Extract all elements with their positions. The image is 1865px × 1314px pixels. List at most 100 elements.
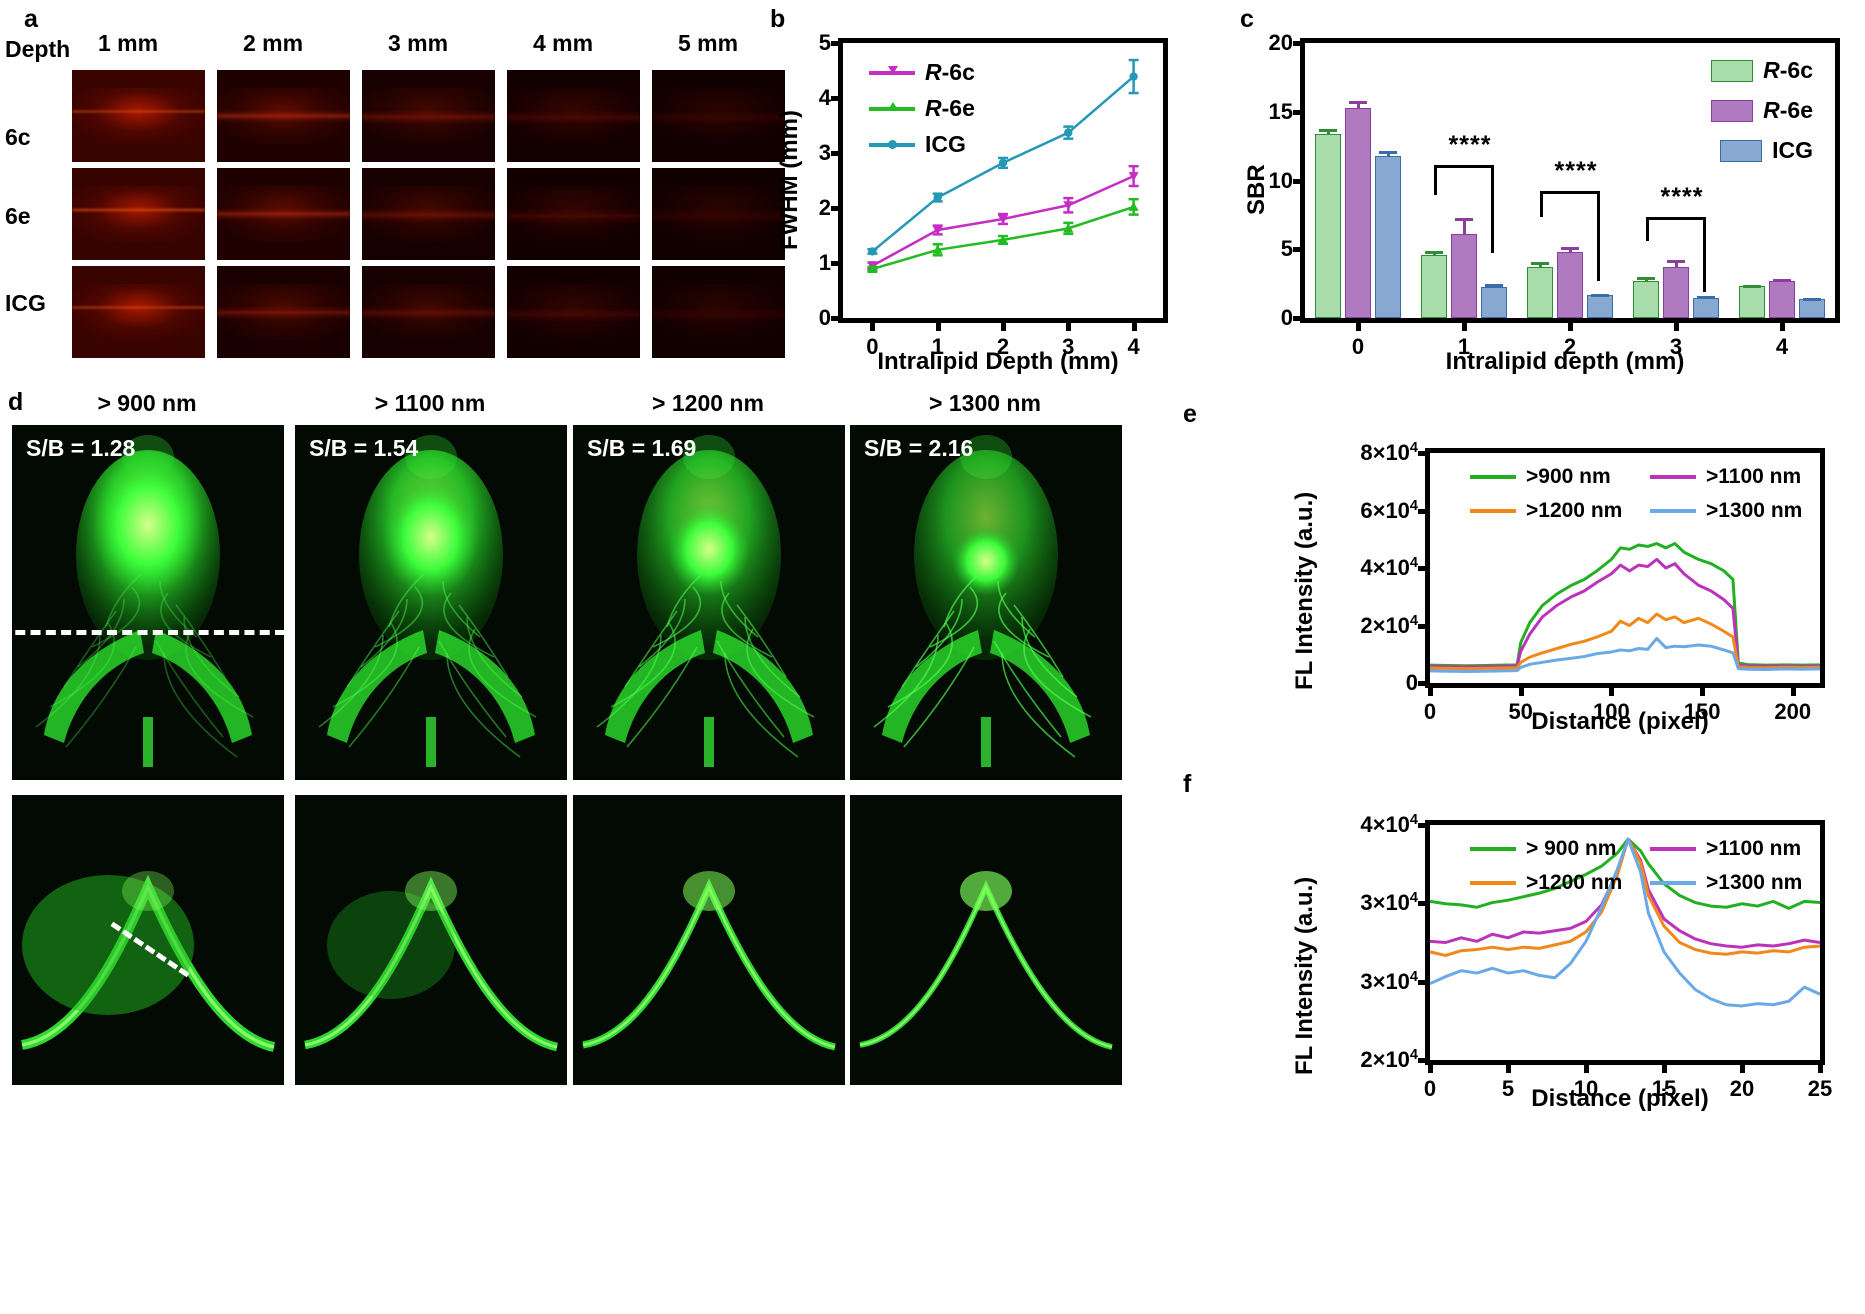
panel-f-legend-item: > 900 nm (1470, 837, 1616, 861)
panel-e-letter: e (1183, 400, 1197, 428)
x-tick-mark (935, 318, 941, 331)
panel-b-x-axis-label: Intralipid Depth (mm) (877, 348, 1119, 375)
significance-label: **** (1554, 157, 1598, 185)
panel-a-image (72, 168, 205, 260)
x-tick-mark (1506, 1060, 1511, 1073)
panel-e-legend-label: >1300 nm (1706, 499, 1803, 522)
streak-halo (362, 186, 495, 242)
table-row (1799, 299, 1825, 318)
streak-halo (507, 284, 640, 340)
error-bar (1462, 217, 1466, 235)
streak-halo (217, 186, 350, 242)
legend-line-R-6c (869, 65, 915, 75)
panel-e-y-axis-label: FL Intensity (a.u.) (1291, 491, 1318, 690)
sig-tick-right (1703, 217, 1706, 292)
error-cap (1531, 262, 1549, 266)
y-tick-mark (1293, 41, 1305, 46)
error-cap (1591, 293, 1609, 297)
x-tick-mark (1066, 318, 1072, 331)
panel-b-y-axis-label: FWHM (mm) (776, 110, 803, 250)
mouse-zoom-image (850, 795, 1122, 1085)
sig-tick-left (1646, 217, 1649, 241)
x-tick-label: 100 (1593, 699, 1630, 724)
panel-f-plot-area: 2×104 3×104 3×104 4×104 0 5 10 15 20 25 > 900 nm >1… (1360, 812, 1832, 1101)
panel-d-col-head-0: > 900 nm (97, 390, 197, 416)
x-tick-mark (1700, 683, 1706, 696)
streak-bg (652, 168, 785, 260)
y-tick-mark (831, 206, 843, 211)
y-tick-label: 20 (1268, 30, 1293, 55)
panel-a-image (652, 168, 785, 260)
table-row (1375, 155, 1401, 318)
mouse-zoom-image (12, 795, 284, 1085)
panel-a-col-head-4: 5 mm (677, 30, 739, 56)
y-tick-mark (1418, 566, 1430, 571)
x-tick-label: 15 (1651, 1076, 1677, 1101)
x-tick-label: 1 (1457, 334, 1471, 359)
panel-e-legend-item: >1200 nm (1470, 499, 1622, 523)
table-row (1315, 133, 1341, 318)
x-tick-label: 5 (1501, 1076, 1515, 1101)
panel-d-letter: d (8, 388, 24, 416)
panel-e-legend-label: >1100 nm (1706, 465, 1802, 488)
streak-halo (652, 88, 785, 144)
streak-halo (72, 186, 205, 242)
error-cap (1319, 128, 1337, 132)
panel-b-legend-item: ICG (869, 131, 966, 158)
x-tick-label: 10 (1573, 1076, 1599, 1101)
panel-b-legend-label: R-6c (925, 59, 975, 85)
sig-tick-left (1434, 165, 1437, 195)
panel-c: c SBR 0 5 10 15 20 0 1 2 3 4 **** **** **** R-6c R-6e I… (1165, 0, 1865, 375)
error-cap (1743, 284, 1761, 288)
y-tick-label: 8×104 (1360, 439, 1418, 466)
panel-e-legend-item: >1300 nm (1650, 499, 1802, 523)
panel-b-legend-item: R-6c (869, 59, 975, 86)
panel-e: e FL Intensity (a.u.) 0 2×104 4×104 6×104 8×… (1165, 390, 1865, 735)
table-row (1345, 107, 1371, 318)
panel-c-plot-area: 0 5 10 15 20 0 1 2 3 4 **** **** **** R-6c R-6e ICG (1269, 30, 1840, 359)
y-tick-mark (1418, 979, 1430, 985)
panel-f-series-layer (1430, 837, 1820, 1008)
mouse-image: S/B = 1.28 (0, 425, 285, 780)
panel-c-legend-item: R-6c (1711, 57, 1813, 84)
error-cap (1561, 247, 1579, 251)
table-row (1481, 287, 1507, 318)
streak-halo (507, 186, 640, 242)
panel-b-legend-item: R-6e (869, 95, 975, 122)
y-tick-mark (831, 41, 843, 46)
lymph-node-fluorescence (12, 795, 284, 1085)
error-cap (1379, 150, 1397, 154)
panel-e-plot-area: 0 2×104 4×104 6×104 8×104 0 50 100 150 200 >900 nm… (1360, 440, 1825, 724)
sb-ratio-label: S/B = 1.54 (309, 435, 419, 461)
panel-a-image (217, 168, 350, 260)
panel-f-legend-label: >1300 nm (1706, 871, 1803, 894)
y-tick-label: 5 (818, 30, 831, 55)
panel-e-series-layer (1430, 542, 1820, 673)
panel-d: d > 900 nm > 1100 nm > 1200 nm > 1300 nm… (0, 380, 1160, 1314)
panel-b-legend-label: ICG (925, 131, 966, 157)
error-cap (1697, 296, 1715, 300)
streak-halo (652, 284, 785, 340)
streak-core (362, 208, 495, 222)
y-tick-label: 3×104 (1360, 890, 1418, 916)
streak-core (72, 208, 205, 213)
panel-a-row-head-1: 6e (5, 203, 31, 229)
panel-a-depth-label: Depth (5, 36, 71, 62)
legend-line (1650, 881, 1696, 885)
panel-a-image (362, 266, 495, 358)
x-tick-label: 20 (1729, 1076, 1755, 1101)
mouse-zoom-image (573, 795, 845, 1085)
lymph-node-fluorescence (295, 795, 567, 1085)
panel-a-col-head-0: 1 mm (97, 30, 159, 56)
sig-tick-left (1540, 191, 1543, 217)
y-tick-label: 4 (818, 85, 831, 110)
panel-c-letter: c (1240, 5, 1254, 33)
x-tick-label: 2 (996, 334, 1010, 359)
y-tick-label: 2×104 (1360, 612, 1418, 638)
streak-halo (362, 88, 495, 144)
streak-core (217, 306, 350, 320)
panel-e-legend-item: >1100 nm (1650, 465, 1801, 489)
x-tick-label: 50 (1508, 699, 1533, 724)
x-tick-label: 0 (866, 334, 879, 359)
panel-a-col-head-1: 2 mm (242, 30, 304, 56)
